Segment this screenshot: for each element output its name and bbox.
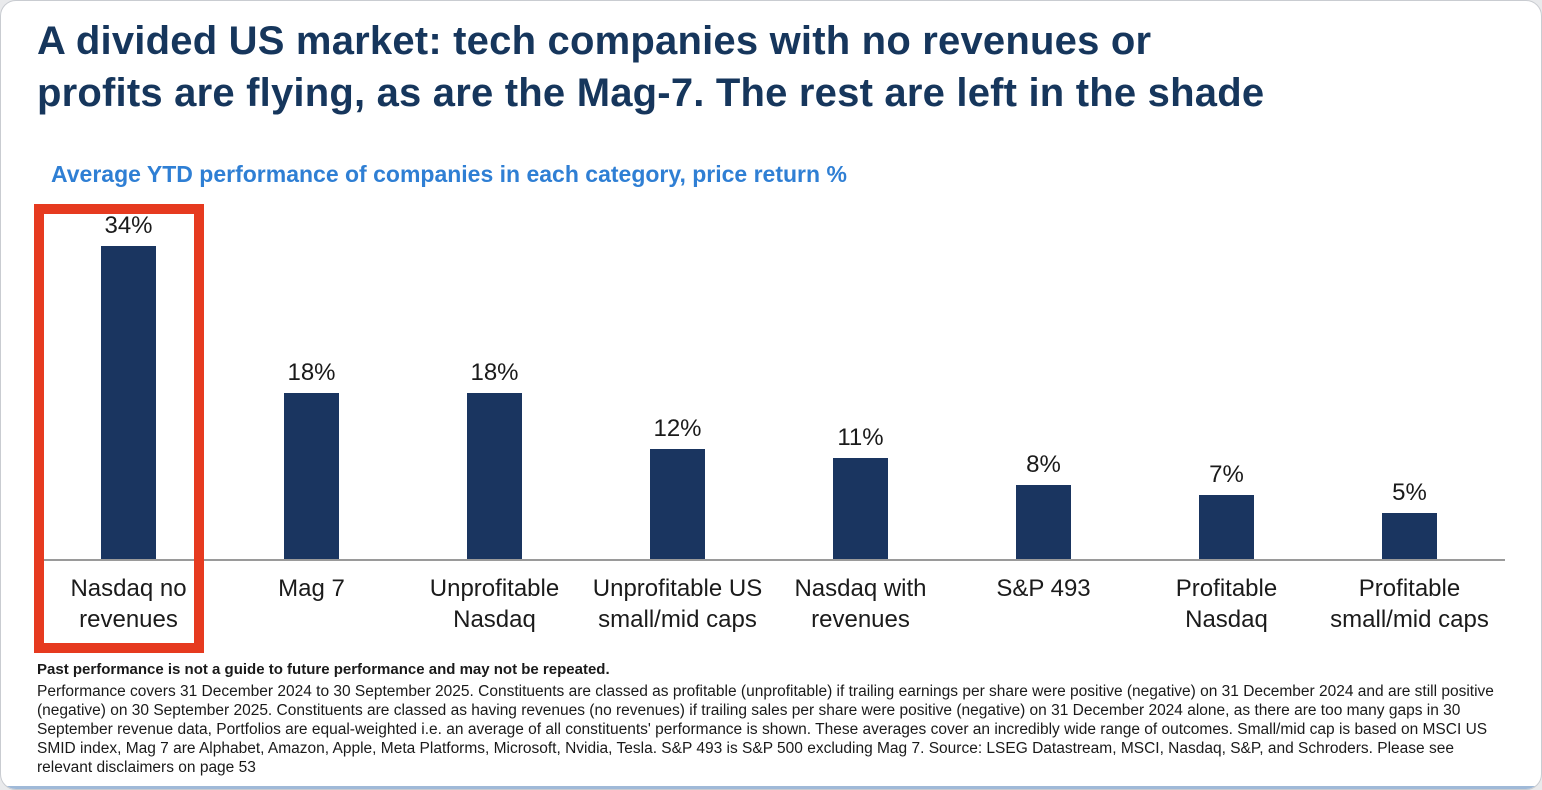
category-label: Unprofitable US small/mid caps	[592, 575, 763, 633]
footnote-bold: Past performance is not a guide to futur…	[37, 661, 610, 678]
bar-value-label: 18%	[470, 359, 519, 386]
bar	[1016, 485, 1071, 559]
bar	[650, 449, 705, 559]
bar-column: 8%	[952, 451, 1135, 559]
bar	[467, 393, 522, 559]
bar-value-label: 11%	[837, 424, 884, 451]
footnote-body: Performance covers 31 December 2024 to 3…	[37, 683, 1494, 776]
category-label: Mag 7	[278, 575, 345, 602]
category-labels: Nasdaq no revenues Mag 7 Unprofitable Nasd…	[37, 573, 1505, 635]
chart-subtitle: Average YTD performance of companies in …	[51, 161, 847, 187]
bar-value-label: 8%	[1026, 451, 1061, 478]
bar	[833, 458, 888, 559]
category-label: S&P 493	[996, 575, 1091, 602]
bar-column: 18%	[220, 359, 403, 559]
bar-value-label: 12%	[653, 415, 702, 442]
bar	[101, 246, 156, 559]
bar-chart: 34% 18% 18% 12% 11% 8% 7% 5% Nasdaq no revenues…	[37, 212, 1505, 635]
bar-value-label: 5%	[1392, 479, 1427, 506]
bar	[1199, 495, 1254, 559]
card-bottom-edge	[1, 786, 1541, 789]
bar-column: 7%	[1135, 461, 1318, 559]
x-axis-line	[37, 559, 1505, 561]
category-label: Profitable small/mid caps	[1330, 575, 1489, 633]
bar-plot: 34% 18% 18% 12% 11% 8% 7% 5%	[37, 212, 1505, 559]
bar	[284, 393, 339, 559]
bar-column: 12%	[586, 415, 769, 559]
bar-column: 34%	[37, 212, 220, 559]
bar-value-label: 18%	[287, 359, 336, 386]
category-label: Nasdaq with revenues	[794, 575, 927, 633]
bar-value-label: 34%	[104, 212, 153, 239]
bar-column: 11%	[769, 424, 952, 559]
bar	[1382, 513, 1437, 559]
bar-value-label: 7%	[1209, 461, 1244, 488]
bar-column: 5%	[1318, 479, 1501, 559]
category-label: Unprofitable Nasdaq	[429, 575, 560, 633]
category-label: Nasdaq no revenues	[70, 575, 187, 633]
bar-column: 18%	[403, 359, 586, 559]
footnote: Past performance is not a guide to futur…	[37, 661, 1511, 777]
category-label: Profitable Nasdaq	[1175, 575, 1278, 633]
chart-title: A divided US market: tech companies with…	[37, 19, 1265, 115]
